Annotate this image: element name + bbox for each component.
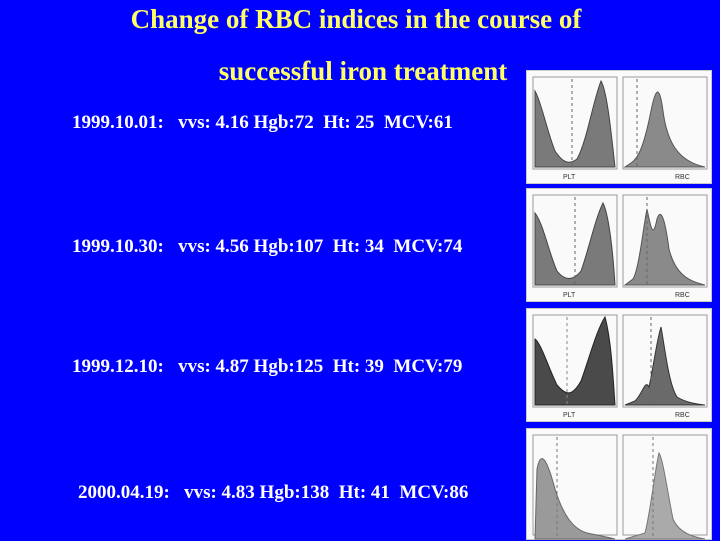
svg-text:PLT: PLT (563, 292, 576, 299)
svg-text:PLT: PLT (563, 412, 576, 419)
measurement-row-2: 1999.10.30: vvs: 4.56 Hgb:107 Ht: 34 MCV… (72, 236, 463, 257)
slide-title-line-2: successful iron treatment (218, 56, 508, 86)
svg-text:RBC: RBC (675, 412, 690, 419)
histogram-panel-2: PLT RBC (526, 188, 712, 302)
slide-title-line-1: Change of RBC indices in the course of (130, 4, 582, 34)
histogram-panel-3: PLT RBC (526, 308, 712, 422)
svg-text:RBC: RBC (675, 292, 690, 299)
measurement-row-3: 1999.12.10: vvs: 4.87 Hgb:125 Ht: 39 MCV… (72, 356, 463, 377)
histogram-panel-4 (526, 428, 712, 540)
measurement-row-4: 2000.04.19: vvs: 4.83 Hgb:138 Ht: 41 MCV… (78, 482, 469, 503)
svg-text:PLT: PLT (563, 174, 576, 181)
svg-text:RBC: RBC (675, 174, 690, 181)
measurement-row-1: 1999.10.01: vvs: 4.16 Hgb:72 Ht: 25 MCV:… (72, 112, 453, 133)
histogram-panel-1: PLT RBC (526, 70, 712, 184)
